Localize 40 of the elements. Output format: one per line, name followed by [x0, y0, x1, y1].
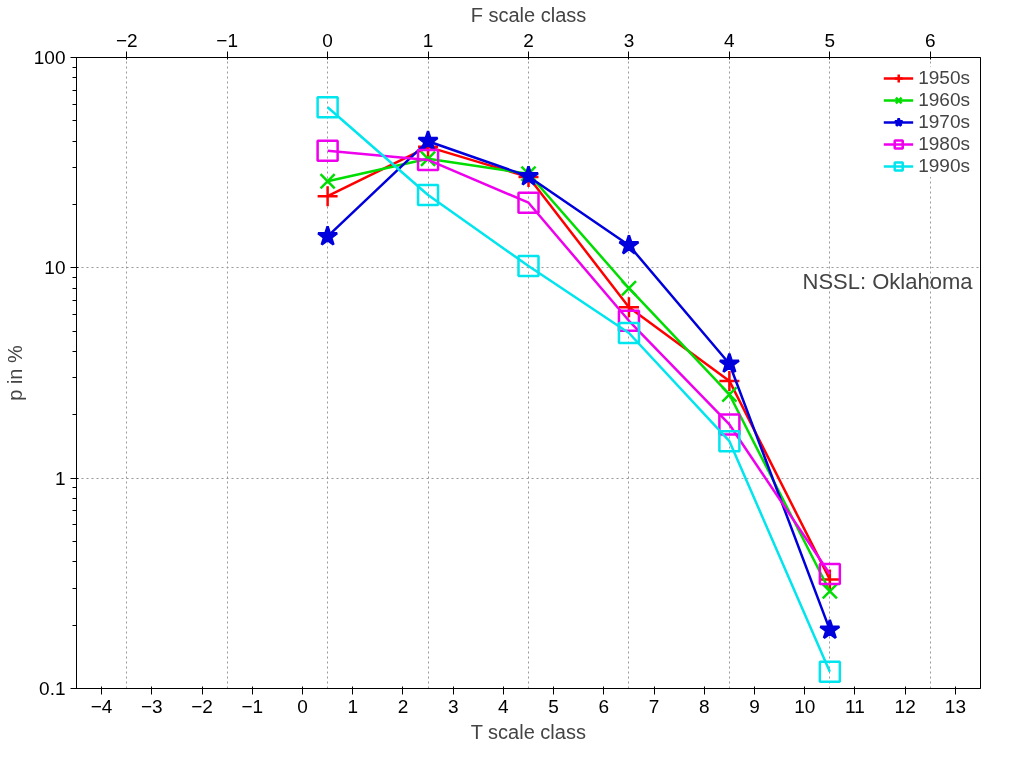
x2-tick-label: 0: [322, 29, 333, 51]
y-tick-label: 0.1: [39, 678, 66, 699]
x-tick-label: 4: [498, 695, 510, 717]
x-tick-label: 0: [297, 695, 308, 717]
x-tick-label: 8: [698, 695, 710, 717]
x-tick-label: 5: [548, 695, 559, 717]
x2-tick-label: 4: [724, 29, 736, 51]
x2-tick-label: 3: [623, 29, 635, 51]
x-tick-label: 2: [397, 695, 409, 717]
y-tick-label: 100: [33, 47, 66, 68]
x-tick-label: 7: [648, 695, 660, 717]
x-axis-title: T scale class: [470, 720, 586, 743]
y-tick-label: 1: [54, 467, 66, 489]
x2-tick-label: 5: [824, 29, 836, 51]
legend-label: 1950s: [918, 67, 970, 89]
x2-tick-label: −1: [216, 29, 239, 51]
x-tick-label: 13: [944, 695, 966, 717]
legend-label: 1970s: [918, 111, 970, 133]
x-tick-label: 12: [894, 695, 916, 717]
x-tick-label: 1: [347, 695, 359, 717]
legend-label: 1980s: [918, 133, 970, 155]
x-tick-label: 10: [794, 695, 816, 717]
x-tick-label: 6: [598, 695, 610, 717]
x2-tick-label: 6: [924, 29, 936, 51]
x2-tick-label: 1: [422, 29, 434, 51]
x-tick-label: −2: [191, 695, 213, 717]
x-tick-label: 9: [749, 695, 760, 717]
x-tick-label: −3: [141, 695, 163, 717]
x2-axis-title: F scale class: [470, 3, 587, 26]
x-tick-label: −1: [241, 695, 264, 717]
legend-label: 1990s: [918, 155, 970, 177]
x-tick-label: 11: [845, 695, 865, 717]
y-tick-label: 10: [44, 257, 66, 279]
legend-label: 1960s: [918, 89, 970, 111]
x2-tick-label: 2: [523, 29, 534, 51]
x-tick-label: 3: [447, 695, 459, 717]
annotation: NSSL: Oklahoma: [802, 268, 974, 294]
y-axis-title: p in %: [3, 344, 26, 401]
x2-tick-label: −2: [115, 29, 138, 51]
x-tick-label: −4: [90, 695, 113, 717]
